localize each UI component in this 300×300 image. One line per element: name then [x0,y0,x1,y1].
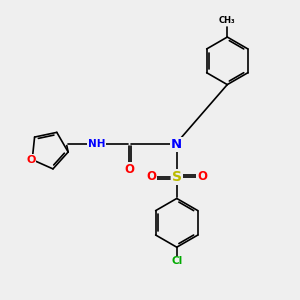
Text: N: N [171,138,182,151]
Text: S: S [172,170,182,184]
Text: NH: NH [88,139,105,149]
Text: O: O [146,170,157,183]
Text: O: O [124,163,134,176]
Text: CH₃: CH₃ [219,16,236,25]
Text: O: O [26,155,35,165]
Text: O: O [197,170,207,183]
Text: Cl: Cl [171,256,182,266]
